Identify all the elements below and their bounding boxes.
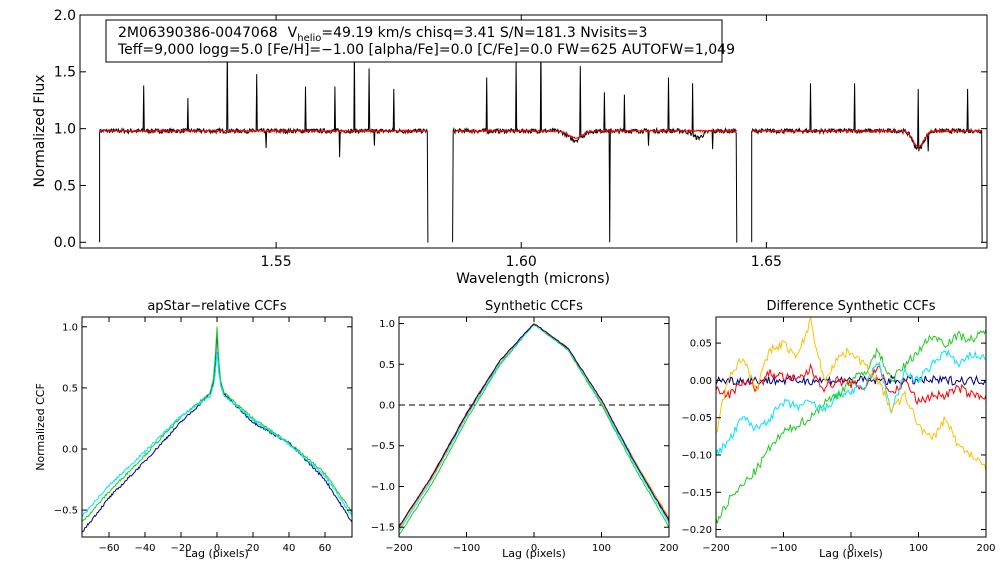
series-line-visit-3 <box>81 352 353 517</box>
series-line-synthetic-4 <box>398 322 670 530</box>
x-tick-label: 1.60 <box>506 254 537 270</box>
x-tick-label: −200 <box>385 543 412 554</box>
apstar-ccf-title: apStar−relative CCFs <box>147 299 287 314</box>
synthetic-ccf-xlabel: Lag (pixels) <box>502 547 566 560</box>
annotation-star-id: 2M06390386-0047068 <box>118 25 278 41</box>
spectrum-observed-spectrum <box>99 46 429 243</box>
synthetic-ccf-panel: Synthetic CCFs −200 −100 0 100 200 −1.5 −1.0 −0… <box>371 299 679 560</box>
x-tick-label: 1.65 <box>751 254 782 270</box>
y-tick-label: −0.5 <box>371 441 395 452</box>
y-tick-label: 1.0 <box>54 122 76 138</box>
x-tick-label: 200 <box>659 543 678 554</box>
y-tick-label: 0.0 <box>379 401 395 412</box>
spectrum-series-group <box>99 37 983 243</box>
y-tick-label: −0.10 <box>681 450 712 461</box>
y-tick-label: 0.5 <box>379 360 395 371</box>
spectrum-ylabel: Normalized Flux <box>32 75 48 188</box>
apstar-ccf-ylabel: Normalized CCF <box>34 383 47 471</box>
series-line-visit-1 <box>81 332 353 533</box>
y-tick-label: −0.20 <box>681 525 712 536</box>
series-line-visit-2 <box>81 326 353 523</box>
difference-ccf-series-group <box>715 316 987 524</box>
difference-ccf-frame <box>715 316 987 538</box>
synthetic-ccf-series-group <box>398 322 670 536</box>
x-tick-label: 0 <box>848 543 854 554</box>
x-tick-label: −100 <box>770 543 797 554</box>
y-tick-label: 1.0 <box>379 319 395 330</box>
x-tick-label: 1.55 <box>261 254 292 270</box>
annotation-v-prefix: V <box>288 25 298 41</box>
y-tick-label: 0.0 <box>62 445 78 456</box>
y-tick-label: 0.5 <box>62 383 78 394</box>
apstar-ccf-axes: −60 −40 −20 0 20 40 60 −0.5 0.0 0.5 1.0 <box>54 317 352 554</box>
y-tick-label: −1.5 <box>371 523 395 534</box>
difference-ccf-panel: Difference Synthetic CCFs −200 −100 0 100 20… <box>681 299 995 560</box>
annotation-v-subscript: helio <box>297 33 321 44</box>
x-tick-label: 100 <box>909 543 928 554</box>
x-tick-label: 100 <box>592 543 611 554</box>
series-line-difference-3 <box>715 348 987 457</box>
x-tick-label: 0 <box>214 543 220 554</box>
x-tick-label: 60 <box>319 543 332 554</box>
difference-ccf-axes: −200 −100 0 100 200 −0.20 −0.15 −0.10 −0.05 0.00 0… <box>681 317 996 554</box>
y-tick-label: −0.5 <box>54 506 78 517</box>
spectrum-model-spectrum <box>452 128 738 139</box>
series-line-difference-4 <box>715 329 987 524</box>
spectrum-model-spectrum <box>99 128 429 134</box>
spectrum-observed-spectrum <box>452 37 738 243</box>
spectrum-panel: 1.55 1.60 1.65 0.0 0.5 1.0 1.5 2.0 2M06390386-0… <box>32 8 988 287</box>
spectrum-xlabel: Wavelength (microns) <box>456 271 610 287</box>
x-tick-label: 20 <box>247 543 260 554</box>
series-line-difference-5 <box>715 316 987 472</box>
series-line-synthetic-3 <box>398 323 670 532</box>
x-tick-label: −40 <box>134 543 155 554</box>
series-line-difference-2 <box>715 363 987 406</box>
apstar-ccf-series-group <box>81 326 353 533</box>
x-tick-label: 40 <box>283 543 296 554</box>
y-tick-label: 0.5 <box>54 178 76 194</box>
apstar-ccf-frame <box>81 316 353 538</box>
annotation-line-1: 2M06390386-0047068 Vhelio=49.19 km/s chis… <box>118 25 647 44</box>
x-tick-label: 200 <box>976 543 995 554</box>
difference-ccf-xlabel: Lag (pixels) <box>819 547 883 560</box>
x-tick-label: −100 <box>453 543 480 554</box>
spectrum-annotation-box: 2M06390386-0047068 Vhelio=49.19 km/s chis… <box>105 19 735 63</box>
x-tick-label: −60 <box>98 543 119 554</box>
series-line-difference-1 <box>715 374 987 387</box>
y-tick-label: −0.15 <box>681 488 712 499</box>
spectrum-axes: 1.55 1.60 1.65 0.0 0.5 1.0 1.5 2.0 <box>54 8 987 270</box>
x-tick-label: −20 <box>170 543 191 554</box>
y-tick-label: −0.05 <box>681 413 712 424</box>
series-line-synthetic-2 <box>398 323 670 536</box>
annotation-line-2: Teff=9,000 logg=5.0 [Fe/H]=−1.00 [alpha/… <box>117 42 735 58</box>
y-tick-label: 0.0 <box>54 235 76 251</box>
spectrum-observed-spectrum <box>751 83 983 243</box>
apstar-ccf-panel: apStar−relative CCFs −60 −40 −20 0 20 40 60 −0.… <box>34 299 353 560</box>
synthetic-ccf-axes: −200 −100 0 100 200 −1.5 −1.0 −0.5 0.0 0.5 1.0 <box>371 317 679 554</box>
y-tick-label: 1.0 <box>62 322 78 333</box>
series-line-synthetic-5 <box>398 323 670 527</box>
series-line-synthetic-1 <box>398 323 670 528</box>
spectrum-model-spectrum <box>751 128 983 148</box>
synthetic-ccf-frame <box>398 316 670 538</box>
y-tick-label: 2.0 <box>54 8 76 24</box>
annotation-frame <box>105 19 723 63</box>
x-tick-label: 0 <box>531 543 537 554</box>
difference-ccf-title: Difference Synthetic CCFs <box>766 299 935 314</box>
apstar-ccf-xlabel: Lag (pixels) <box>185 547 249 560</box>
y-tick-label: −1.0 <box>371 482 395 493</box>
y-tick-label: 0.00 <box>690 376 712 387</box>
spectrum-frame <box>79 14 988 249</box>
synthetic-ccf-title: Synthetic CCFs <box>485 299 583 314</box>
y-tick-label: 1.5 <box>54 65 76 81</box>
x-tick-label: −200 <box>702 543 729 554</box>
annotation-v-rest: =49.19 km/s chisq=3.41 S/N=181.3 Nvisits… <box>321 25 647 41</box>
y-tick-label: 0.05 <box>690 339 712 350</box>
